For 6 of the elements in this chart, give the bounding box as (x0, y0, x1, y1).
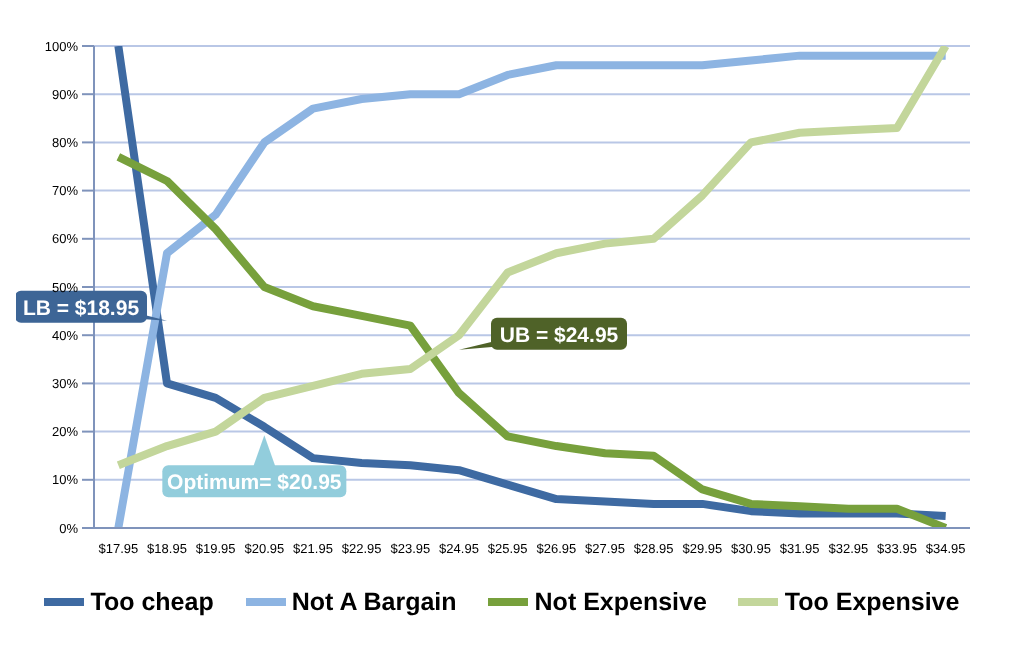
legend-label: Too cheap (90, 588, 214, 616)
legend-label: Not A Bargain (291, 588, 457, 616)
annotation: Optimum= $20.95 (167, 471, 342, 496)
callout: Optimum= $20.95 (162, 435, 347, 498)
legend-label: Too Expensive (784, 588, 960, 616)
legend-label: Not Expensive (534, 588, 707, 616)
